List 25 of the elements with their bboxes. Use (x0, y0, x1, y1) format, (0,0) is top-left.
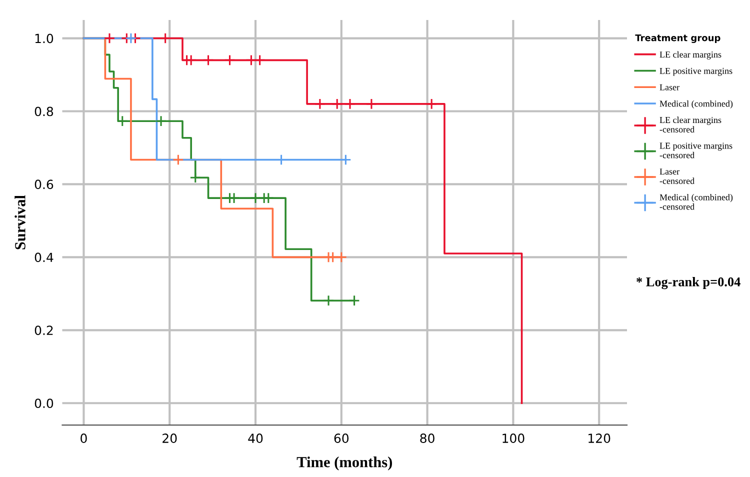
text: * Log-rank p=0.04 (636, 277, 740, 290)
x-tick-label: 100 (502, 434, 524, 444)
legend-label: Laser (660, 84, 680, 90)
legend-label: LE positive margins -censored (660, 142, 732, 158)
legend-label: LE clear margins (660, 51, 722, 60)
x-tick-label: 120 (588, 434, 610, 444)
y-tick-label: 0.8 (34, 106, 54, 116)
y-tick-label: 1.0 (35, 34, 54, 44)
legend-label: Medical (combined) (660, 100, 733, 109)
y-axis-title: Survival (14, 195, 26, 250)
legend-title: Treatment group (635, 34, 720, 44)
y-tick-label: 0.2 (34, 326, 53, 336)
x-tick-label: 0 (80, 434, 87, 444)
legend-label: LE positive margins (660, 68, 732, 76)
legend-label: Medical (combined) -censored (660, 194, 733, 210)
legend-label: LE clear margins -censored (660, 116, 722, 133)
y-tick-label: 0.6 (34, 180, 54, 190)
x-tick-label: 60 (334, 434, 349, 444)
x-axis-title: Time (months) (296, 456, 392, 470)
y-tick-label: 0.4 (34, 252, 54, 262)
x-tick-label: 20 (162, 434, 177, 444)
x-tick-label: 80 (420, 434, 434, 444)
y-tick-label: 0.0 (34, 398, 54, 408)
x-tick-label: 40 (248, 434, 263, 444)
legend-label: Laser -censored (660, 168, 694, 184)
